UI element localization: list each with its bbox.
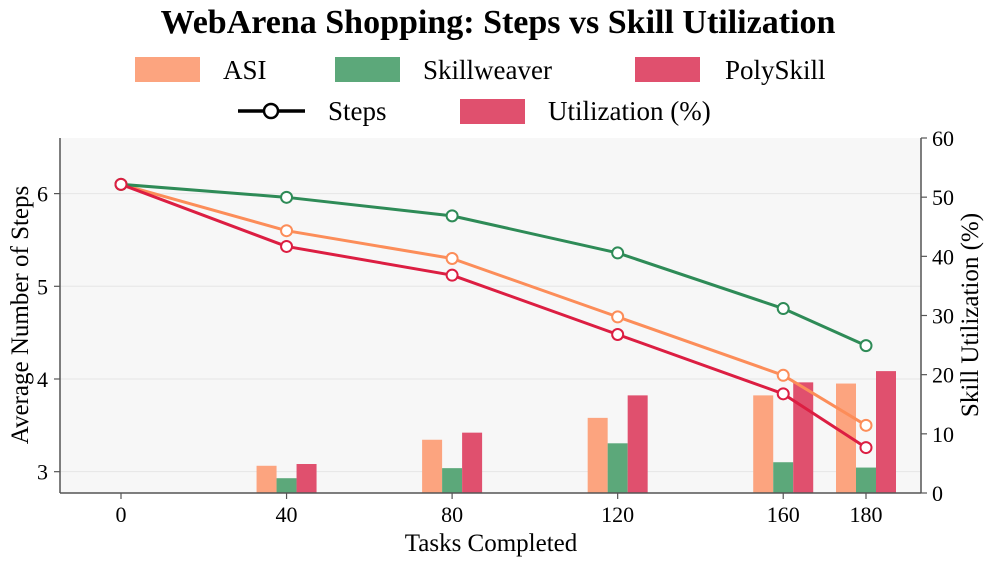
x-tick-label: 160 (767, 502, 800, 527)
y-left-tick-label: 6 (37, 182, 48, 207)
line-skillweaver-steps (119, 182, 868, 348)
x-axis-title: Tasks Completed (405, 530, 578, 557)
legend-utilization-swatch (460, 99, 525, 124)
point-asi-steps (611, 310, 625, 324)
legend-skillweaver-label: Skillweaver (423, 55, 552, 85)
y-right-tick-label: 30 (932, 304, 954, 329)
y-right-tick-label: 50 (932, 185, 954, 210)
point-polyskill-steps (859, 441, 873, 455)
y-right-tick-label: 10 (932, 422, 954, 447)
bar-polyskill-utilization (793, 382, 814, 493)
point-skillweaver-steps (776, 302, 790, 316)
bar-asi-utilization (422, 439, 443, 493)
legend-skillweaver-swatch (335, 57, 400, 82)
point-skillweaver-steps (445, 209, 459, 223)
legend-steps-marker (262, 102, 280, 120)
y-right-tick-label: 20 (932, 363, 954, 388)
legend-asi-swatch (135, 57, 200, 82)
bar-skillweaver-utilization (607, 443, 628, 493)
x-tick-label: 0 (116, 502, 127, 527)
y-axis-left-title: Average Number of Steps (7, 186, 34, 444)
x-tick-label: 80 (441, 502, 463, 527)
point-asi-steps (445, 251, 459, 265)
point-skillweaver-steps (611, 246, 625, 260)
bar-asi-utilization (587, 417, 608, 493)
bar-polyskill-utilization (876, 371, 896, 493)
bar-asi-utilization (753, 395, 774, 493)
bar-skillweaver-utilization (276, 478, 297, 493)
y-right-tick-label: 0 (932, 481, 943, 506)
point-asi-steps (859, 418, 873, 432)
y-left-tick-label: 3 (37, 460, 48, 485)
bar-polyskill-utilization (462, 432, 483, 493)
legend-steps-label: Steps (328, 96, 387, 126)
y-right-tick-label: 40 (932, 244, 954, 269)
point-polyskill-steps (445, 268, 459, 282)
y-left-tick-label: 5 (37, 274, 48, 299)
point-skillweaver-steps (859, 339, 873, 353)
point-skillweaver-steps (280, 190, 294, 204)
bar-polyskill-utilization (296, 464, 317, 493)
point-polyskill-steps (280, 239, 294, 253)
bar-skillweaver-utilization (773, 462, 794, 493)
legend-polyskill-label: PolySkill (725, 55, 826, 85)
legend-asi-label: ASI (223, 55, 267, 85)
bar-polyskill-utilization (627, 395, 648, 493)
point-polyskill-steps (776, 387, 790, 401)
legend-utilization-label: Utilization (%) (548, 96, 711, 126)
point-asi-steps (280, 224, 294, 238)
legend-polyskill-swatch (635, 57, 700, 82)
chart-title: WebArena Shopping: Steps vs Skill Utiliz… (161, 4, 836, 41)
x-tick-label: 180 (850, 502, 883, 527)
bar-skillweaver-utilization (442, 468, 463, 493)
y-axis-right-title: Skill Utilization (%) (957, 213, 984, 417)
y-right-tick-label: 60 (932, 126, 954, 151)
plot-area (60, 138, 921, 493)
bar-skillweaver-utilization (856, 467, 876, 493)
x-tick-label: 40 (276, 502, 298, 527)
y-left-tick-label: 4 (37, 367, 48, 392)
x-tick-label: 120 (601, 502, 634, 527)
line-polyskill-steps (119, 182, 868, 450)
line-asi-steps (119, 182, 868, 427)
point-asi-steps (776, 368, 790, 382)
point-polyskill-steps (611, 328, 625, 342)
point-polyskill-steps (114, 177, 128, 191)
bar-asi-utilization (256, 465, 277, 493)
